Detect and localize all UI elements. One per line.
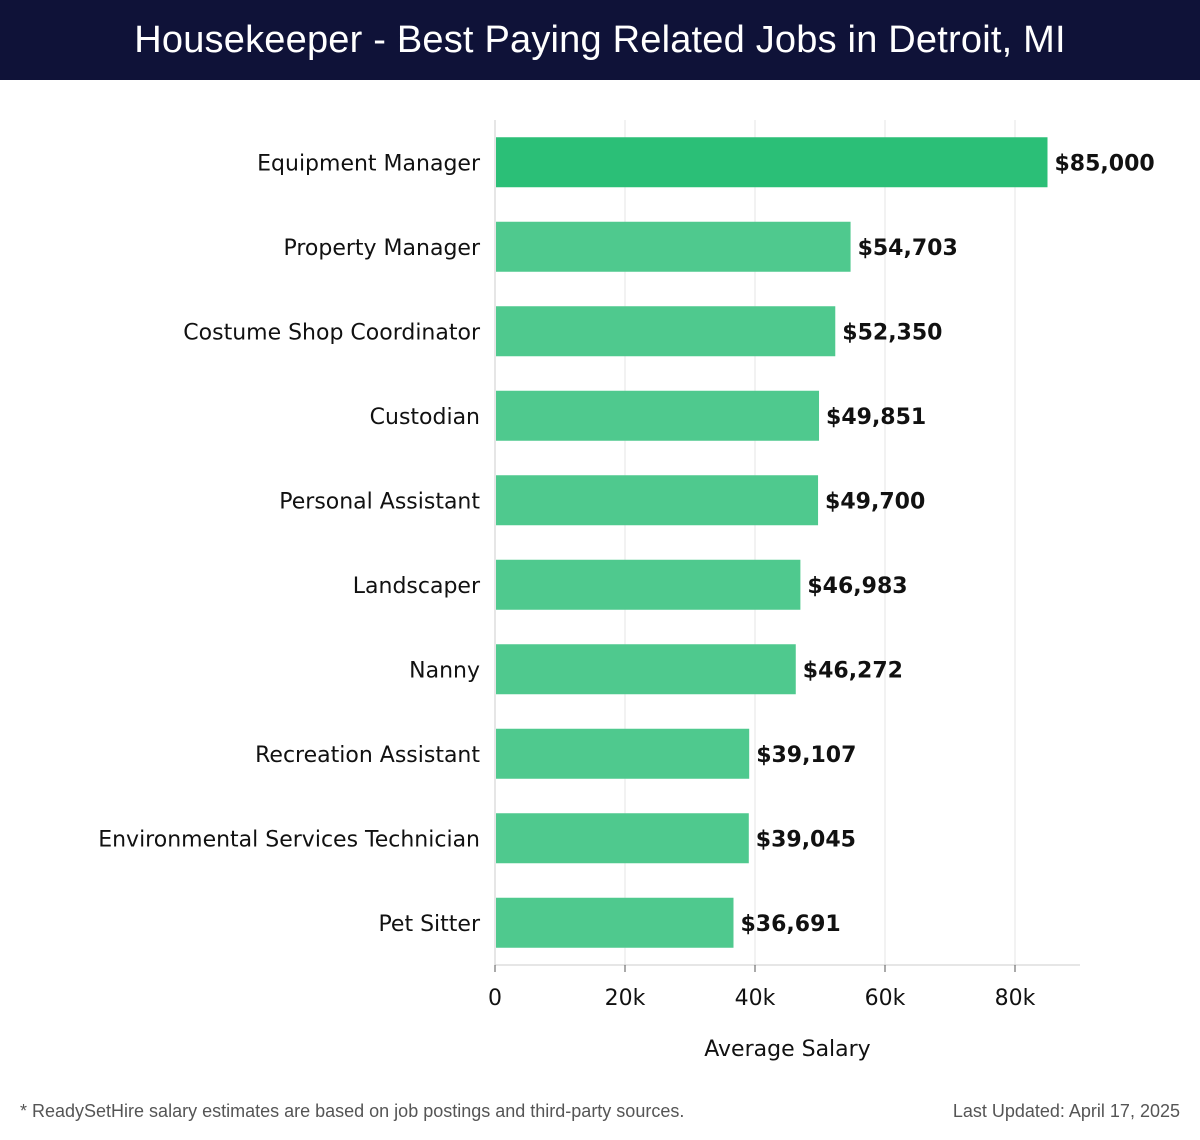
category-label: Custodian: [370, 405, 480, 430]
value-label: $54,703: [858, 236, 958, 261]
category-label: Personal Assistant: [279, 489, 480, 514]
value-label: $49,700: [825, 489, 925, 514]
bar: [496, 897, 734, 948]
x-tick-label: 80k: [995, 986, 1036, 1011]
bar: [496, 813, 749, 864]
category-label: Equipment Manager: [257, 151, 481, 176]
x-axis-label: Average Salary: [704, 1037, 870, 1062]
last-updated: Last Updated: April 17, 2025: [952, 1101, 1180, 1121]
footnote: * ReadySetHire salary estimates are base…: [20, 1101, 685, 1121]
bar: [496, 137, 1048, 188]
category-label: Recreation Assistant: [255, 743, 480, 768]
value-label: $52,350: [842, 320, 942, 345]
title-bar: Housekeeper - Best Paying Related Jobs i…: [0, 0, 1200, 80]
value-label: $46,983: [807, 574, 907, 599]
category-label: Landscaper: [353, 574, 481, 599]
bar: [496, 728, 750, 779]
category-label: Property Manager: [283, 236, 480, 261]
x-tick-label: 20k: [605, 986, 646, 1011]
value-label: $46,272: [803, 658, 903, 683]
category-label: Environmental Services Technician: [98, 827, 480, 852]
category-label: Pet Sitter: [378, 912, 481, 937]
category-label: Costume Shop Coordinator: [183, 320, 481, 345]
value-label: $36,691: [740, 912, 840, 937]
bar: [496, 306, 836, 357]
x-tick-label: 40k: [735, 986, 776, 1011]
x-tick-label: 0: [488, 986, 502, 1011]
bar: [496, 221, 851, 272]
bar: [496, 390, 820, 441]
value-label: $39,107: [756, 743, 856, 768]
value-label: $39,045: [756, 827, 856, 852]
value-label: $85,000: [1055, 151, 1155, 176]
bar-chart: Equipment Manager $85,000 Property Manager…: [98, 120, 1155, 1062]
value-label: $49,851: [826, 405, 926, 430]
bar: [496, 559, 801, 610]
chart-title: Housekeeper - Best Paying Related Jobs i…: [134, 18, 1066, 61]
category-label: Nanny: [409, 658, 480, 683]
x-tick-label: 60k: [865, 986, 906, 1011]
bar: [496, 475, 819, 526]
bar: [496, 644, 796, 695]
